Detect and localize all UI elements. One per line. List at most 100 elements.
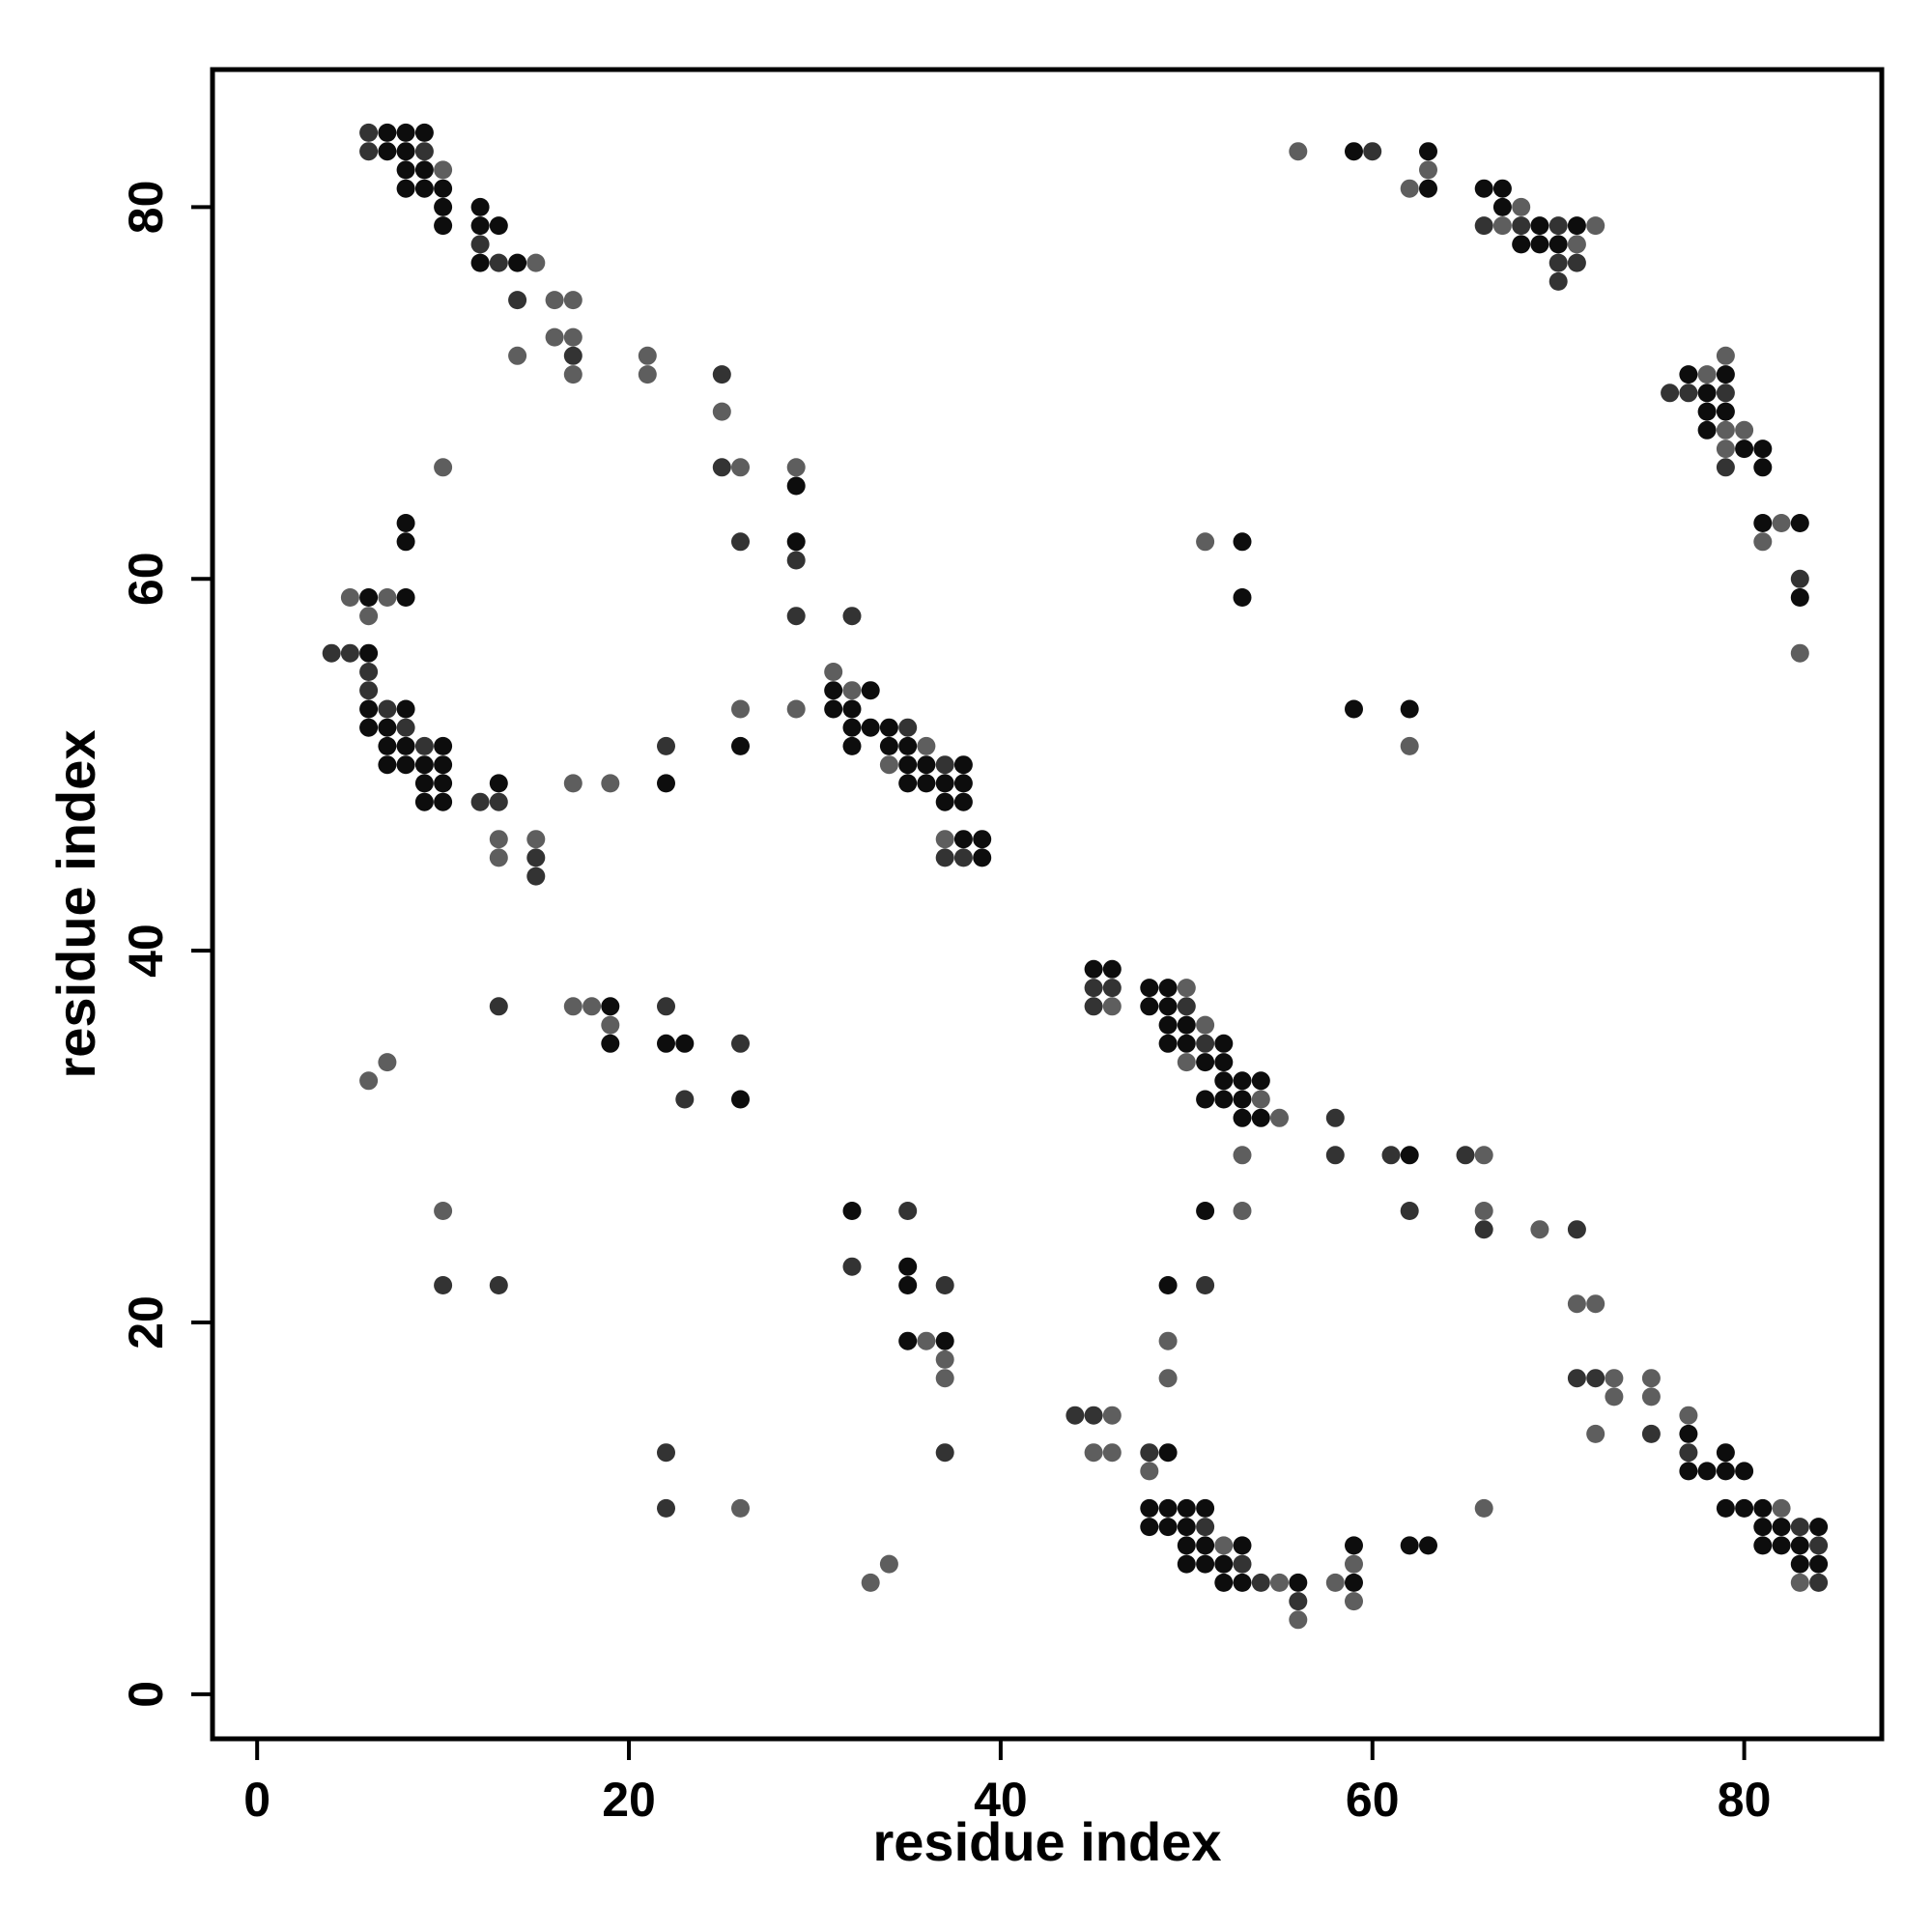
contact-point — [898, 1202, 918, 1220]
plot-area-frame — [210, 67, 1885, 1742]
contact-point — [1567, 1369, 1586, 1388]
contact-point — [1158, 997, 1178, 1016]
contact-point — [1251, 1090, 1270, 1109]
contact-point — [1196, 1053, 1215, 1072]
contact-point — [1790, 1536, 1809, 1555]
contact-point — [1400, 1202, 1419, 1220]
contact-point — [1177, 1015, 1196, 1035]
contact-point — [1641, 1387, 1661, 1406]
y-tick-label: 60 — [119, 552, 173, 606]
contact-point — [731, 1034, 750, 1053]
contact-point — [1233, 1554, 1252, 1574]
contact-point — [434, 1202, 453, 1220]
contact-point — [545, 327, 564, 347]
contact-point — [973, 848, 992, 867]
contact-point — [414, 755, 434, 775]
contact-point — [1809, 1518, 1829, 1537]
contact-point — [1084, 1443, 1103, 1463]
contact-point — [1177, 1554, 1196, 1574]
contact-point — [1790, 1518, 1809, 1537]
y-axis: 0 20 40 60 80 — [119, 181, 213, 1708]
contact-point — [582, 997, 602, 1016]
contact-point — [1400, 1146, 1419, 1165]
contact-point — [879, 1554, 898, 1574]
contact-point — [842, 607, 862, 626]
contact-point — [470, 197, 490, 216]
contact-point — [1790, 643, 1809, 663]
contact-point — [470, 253, 490, 272]
contact-point — [396, 160, 415, 180]
contact-point — [1345, 1592, 1363, 1611]
contact-point — [378, 142, 397, 161]
contact-point — [1697, 365, 1717, 384]
contact-point — [1196, 1498, 1215, 1518]
contact-point — [1233, 1536, 1252, 1555]
contact-point — [1214, 1071, 1234, 1091]
contact-point — [842, 699, 862, 719]
contact-point — [359, 607, 379, 626]
contact-point — [359, 142, 379, 161]
contact-point — [1716, 384, 1735, 403]
y-tick-label: 20 — [119, 1295, 173, 1350]
contact-point — [434, 216, 453, 236]
contact-point — [470, 235, 490, 254]
contact-point — [1102, 959, 1122, 979]
x-tick-label: 20 — [602, 1773, 656, 1827]
contact-point — [414, 123, 434, 142]
contact-point — [414, 160, 434, 180]
contact-point — [935, 792, 954, 811]
contact-point — [1345, 1536, 1363, 1555]
contact-point — [1158, 1443, 1178, 1463]
contact-point — [1772, 1536, 1791, 1555]
contact-point — [731, 1090, 750, 1109]
contact-point — [824, 681, 843, 700]
contact-point — [917, 755, 936, 775]
contact-point — [1456, 1146, 1475, 1165]
contact-point — [1419, 1536, 1437, 1555]
contact-point — [1586, 1424, 1605, 1443]
contact-point — [657, 997, 675, 1016]
contact-point — [1753, 1536, 1773, 1555]
contact-point — [1697, 1462, 1717, 1481]
contact-point — [1679, 384, 1698, 403]
y-tick-label: 80 — [119, 181, 173, 235]
contact-point — [489, 830, 508, 849]
x-axis: 0 20 40 60 80 — [243, 1739, 1771, 1827]
contact-point — [953, 830, 973, 849]
contact-point — [1790, 588, 1809, 607]
contact-point — [1140, 1462, 1159, 1481]
contact-point — [824, 663, 843, 681]
contact-point — [396, 123, 415, 142]
contact-point — [1140, 1498, 1159, 1518]
contact-point — [1289, 142, 1308, 161]
contact-point — [1196, 1518, 1215, 1537]
contact-point — [414, 179, 434, 198]
contact-point — [953, 792, 973, 811]
contact-point — [1753, 458, 1773, 477]
contact-point — [1400, 179, 1419, 198]
contact-point — [1233, 1202, 1252, 1220]
contact-point — [1716, 1443, 1735, 1463]
contact-point — [1140, 1518, 1159, 1537]
contact-point — [1158, 1498, 1178, 1518]
contact-point — [434, 736, 453, 755]
contact-point — [1084, 1406, 1103, 1425]
contact-point — [1419, 142, 1437, 161]
contact-point — [1772, 1498, 1791, 1518]
contact-point — [1548, 271, 1568, 291]
contact-point — [1679, 1406, 1698, 1425]
contact-point — [842, 736, 862, 755]
contact-point — [601, 1015, 620, 1035]
contact-point — [414, 736, 434, 755]
contact-point — [1790, 1573, 1809, 1592]
contact-point — [861, 681, 880, 700]
contact-point — [1716, 458, 1735, 477]
contact-point — [1345, 1573, 1363, 1592]
contact-point — [917, 1331, 936, 1350]
x-tick-label: 0 — [243, 1773, 270, 1827]
contact-point — [638, 365, 657, 384]
contact-point — [1233, 1573, 1252, 1592]
contact-point — [1567, 253, 1586, 272]
contact-point — [786, 551, 806, 570]
contact-point — [1474, 1146, 1493, 1165]
